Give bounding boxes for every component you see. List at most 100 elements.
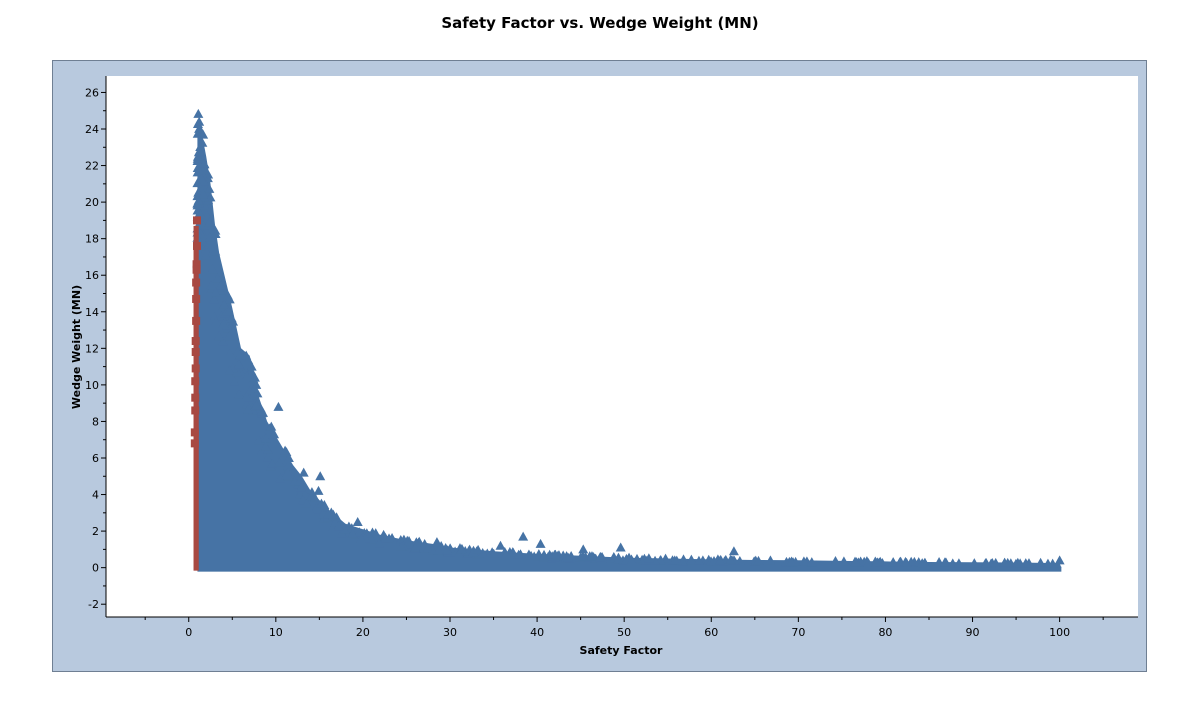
safe-point: [210, 251, 221, 261]
safe-point: [999, 557, 1010, 567]
safe-point: [806, 557, 817, 567]
safe-point: [224, 348, 235, 358]
safe-point: [346, 523, 357, 533]
safe-point: [725, 554, 736, 564]
safe-point: [192, 162, 203, 172]
safe-point: [241, 350, 252, 360]
safe-series: [192, 108, 1065, 572]
safe-point: [306, 491, 317, 501]
safe-point: [192, 128, 203, 138]
safe-point: [315, 471, 326, 481]
safe-point: [333, 521, 344, 531]
safe-point: [488, 548, 499, 558]
safe-point: [422, 543, 433, 553]
x-tick-label: 80: [878, 626, 892, 639]
y-tick-label: 24: [85, 123, 99, 136]
failed-point: [191, 347, 200, 356]
safe-point: [198, 189, 209, 199]
safe-point: [940, 557, 951, 567]
safe-point: [473, 544, 484, 554]
safe-point: [232, 346, 243, 356]
safe-point: [222, 290, 233, 300]
safe-point: [347, 528, 358, 538]
safe-point: [200, 245, 211, 255]
safe-point: [256, 406, 267, 416]
failed-point: [192, 278, 201, 287]
safe-point: [283, 452, 294, 462]
safe-point: [192, 178, 203, 188]
safe-point: [206, 280, 217, 290]
failed-point: [191, 337, 200, 346]
y-tick-label: 10: [85, 379, 99, 392]
y-tick-label: -2: [88, 598, 99, 611]
safe-point: [224, 365, 235, 375]
safe-point: [311, 502, 322, 512]
y-tick-label: 14: [85, 306, 99, 319]
x-tick-label: 20: [356, 626, 370, 639]
safe-point: [396, 541, 407, 551]
safe-point: [204, 183, 215, 193]
safe-envelope: [197, 121, 1062, 568]
failed-series: [190, 216, 202, 571]
safe-point: [241, 371, 252, 381]
safe-point: [632, 553, 643, 563]
safe-point: [786, 556, 797, 566]
safe-point: [209, 294, 220, 304]
safe-point: [194, 123, 205, 133]
safe-point: [410, 542, 421, 552]
safe-point: [981, 558, 992, 568]
safe-point: [204, 217, 215, 227]
safe-point: [404, 535, 415, 545]
safe-point: [577, 551, 588, 561]
safe-point: [267, 458, 278, 468]
safe-point: [538, 551, 549, 561]
safe-point: [298, 467, 309, 477]
safe-point: [204, 232, 215, 242]
failed-point: [192, 260, 201, 269]
y-tick-label: 22: [85, 160, 99, 173]
safe-point: [313, 485, 324, 495]
safe-point: [456, 544, 467, 554]
safe-point: [195, 142, 206, 152]
safe-point: [210, 246, 221, 256]
safe-point: [211, 316, 222, 326]
safe-point: [296, 482, 307, 492]
x-axis-title: Safety Factor: [580, 644, 663, 657]
safe-point: [251, 400, 262, 410]
y-tick-label: 2: [92, 525, 99, 538]
x-tick-label: 40: [530, 626, 544, 639]
safe-point: [193, 108, 204, 118]
failed-point: [191, 393, 200, 402]
safe-point: [260, 433, 271, 443]
safe-point: [508, 547, 519, 557]
safe-point: [283, 461, 294, 471]
safe-point: [249, 383, 260, 393]
safe-point: [990, 557, 1001, 567]
safe-point: [224, 331, 235, 341]
safe-point: [319, 501, 330, 511]
safe-point: [969, 558, 980, 568]
safe-point: [352, 516, 363, 526]
safe-point: [798, 556, 809, 566]
safe-point: [262, 452, 273, 462]
safe-point: [234, 389, 245, 399]
safe-point: [275, 473, 286, 483]
safe-point: [294, 476, 305, 486]
x-tick-label: 30: [443, 626, 457, 639]
failed-point: [193, 241, 202, 250]
safe-point: [1054, 555, 1065, 565]
y-axis-title: Wedge Weight (MN): [70, 285, 83, 409]
safe-point: [273, 401, 284, 411]
failed-point: [192, 294, 201, 303]
safe-point: [249, 372, 260, 382]
safe-point: [626, 555, 637, 565]
safe-point: [693, 555, 704, 565]
safe-point: [615, 542, 626, 552]
safe-point: [226, 313, 237, 323]
safe-point: [529, 551, 540, 561]
safe-point: [953, 558, 964, 568]
safe-point: [213, 331, 224, 341]
safe-point: [195, 209, 206, 219]
safe-point: [219, 299, 230, 309]
safe-point: [339, 524, 350, 534]
